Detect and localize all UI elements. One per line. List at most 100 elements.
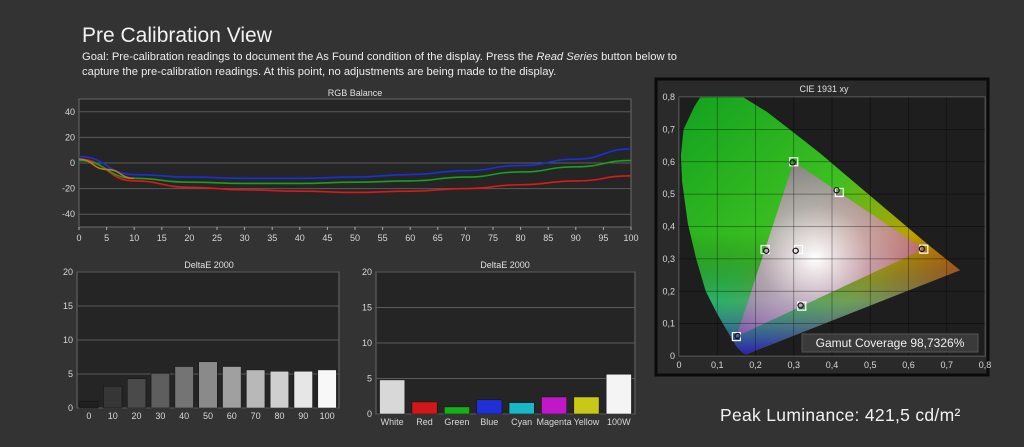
rgb-balance-x-tick: 55 [378,233,388,243]
rgb-balance-x-tick: 65 [433,233,443,243]
deltae-colors-bar [411,401,438,415]
rgb-balance-x-tick: 5 [104,233,109,243]
deltae-grayscale-y-tick: 15 [63,301,73,311]
cie-measured-point [918,245,926,253]
goal-prefix: Goal: Pre-calibration readings to docume… [82,51,537,63]
deltae-grayscale-x-label: 20 [132,411,142,421]
deltae-colors-y-tick: 5 [367,374,372,384]
deltae-colors-bar [605,373,632,415]
deltae-grayscale-x-label: 40 [179,411,189,421]
deltae-grayscale-x-label: 80 [274,411,284,421]
deltae-grayscale-x-ticks: 0 10 20 30 40 50 60 70 80 90 100 [86,411,334,421]
deltae-grayscale-bars [79,361,337,409]
cie-measured-point [792,247,799,254]
cie-y-tick: 0,7 [662,124,675,134]
deltae-colors-y-tick: 10 [362,338,372,348]
deltae-grayscale-y-tick: 20 [63,267,73,277]
cie-y-tick: 0,1 [662,319,675,329]
deltae-grayscale-x-label: 100 [320,411,335,421]
rgb-balance-x-tick: 95 [598,233,608,243]
cie-x-tick: 0,2 [749,360,762,370]
cie-y-tick: 0,2 [662,286,675,296]
rgb-balance-x-tick: 15 [157,233,167,243]
deltae-grayscale-bar [269,371,289,409]
cie-x-tick: 0,7 [940,360,953,370]
rgb-balance-x-tick: 80 [516,233,526,243]
cie-y-ticks: 0,8 0,7 0,6 0,5 0,4 0,3 0,2 0,1 0 [662,92,675,361]
cie-x-tick: 0,5 [864,360,877,370]
cie-x-tick: 0,1 [711,360,724,370]
deltae-grayscale-bar [174,366,194,409]
rgb-balance-x-tick: 10 [129,233,139,243]
deltae-grayscale-bar [222,366,242,409]
deltae-colors-x-label: Red [416,417,433,427]
deltae-colors-bar [573,396,600,415]
deltae-grayscale-bar [103,385,123,409]
rgb-balance-y-ticks: 40 20 0 -20 -40 [62,107,75,219]
rgb-balance-x-ticks: 0 5 10 15 20 25 30 35 40 45 50 55 60 65 70 75 80 85 90 95 10… [76,227,639,243]
deltae-colors-y-ticks: 20 15 10 5 0 [362,267,372,419]
deltae-grayscale-title: DeltaE 2000 [184,260,234,270]
rgb-balance-x-tick: 60 [405,233,415,243]
rgb-balance-y-tick: 40 [65,107,75,117]
deltae-colors-bar [379,379,406,415]
rgb-balance-x-tick: 100 [623,233,638,243]
deltae-colors-x-label: 100W [607,417,631,427]
rgb-balance-x-tick: 85 [543,233,553,243]
gamut-coverage-box [801,333,979,353]
cie-diagram [679,97,985,356]
rgb-balance-x-tick: 50 [350,233,360,243]
cie-measured-point [763,247,770,254]
cie-measured-point [734,332,741,340]
deltae-grayscale-x-label: 0 [86,411,91,421]
rgb-balance-lines [78,148,632,194]
deltae-colors-x-label: Magenta [537,417,572,427]
deltae-colors-x-label: Green [444,417,469,427]
rgb-balance-x-tick: 30 [240,233,250,243]
deltae-colors-y-tick: 15 [362,303,372,313]
cie-y-tick: 0,6 [662,157,675,167]
cie-x-tick: 0 [676,360,681,370]
rgb-balance-y-tick: -40 [62,209,75,219]
cie-measured-points [734,159,926,340]
cie-y-tick: 0,5 [662,189,675,199]
rgb-balance-x-tick: 0 [76,233,81,243]
deltae-colors-bar [541,396,567,415]
cie-x-tick: 0,4 [826,360,839,370]
rgb-balance-y-tick: 20 [65,132,75,142]
deltae-grayscale-bar [79,400,99,409]
goal-button-name: Read Series [536,51,598,63]
rgb-balance-series-line [78,158,135,180]
rgb-balance-y-tick: -20 [62,184,75,194]
cie-target-marker [794,244,804,255]
cie-measured-point [833,187,840,194]
deltae-grayscale-bar [127,378,147,409]
rgb-balance-grid [79,111,631,215]
deltae-colors-x-label: White [381,417,404,427]
rgb-balance-series-line [78,148,632,180]
deltae-grayscale-bar [246,369,266,409]
deltae-grayscale-y-tick: 5 [68,369,73,379]
rgb-balance-x-tick: 90 [571,233,581,243]
cie-x-tick: 0,6 [902,360,915,370]
deltae-grayscale-x-label: 70 [251,411,261,421]
deltae-colors-bar [476,399,503,415]
deltae-colors-x-ticks: White Red Green Blue Cyan Magenta Yellow 100W [381,417,631,427]
cie-measured-point [797,302,804,309]
cie-x-ticks: 0 0,1 0,2 0,3 0,4 0,5 0,6 0,7 0,8 [676,360,991,370]
deltae-grayscale-bar [150,373,170,409]
deltae-colors-x-label: Blue [480,417,498,427]
rgb-balance-title: RGB Balance [328,88,383,98]
rgb-balance-series-line [78,159,632,185]
page-title: Pre Calibration View [82,24,272,47]
rgb-balance-x-tick: 45 [322,233,332,243]
rgb-balance-x-tick: 35 [267,233,277,243]
deltae-grayscale-y-tick: 0 [68,403,73,413]
rgb-balance-x-tick: 70 [460,233,470,243]
deltae-colors-title: DeltaE 2000 [480,260,530,270]
rgb-balance-x-tick: 25 [212,233,222,243]
peak-luminance: Peak Luminance: 421,5 cd/m² [720,405,961,425]
cie-measured-point [789,159,796,166]
deltae-grayscale-x-label: 10 [108,411,118,421]
